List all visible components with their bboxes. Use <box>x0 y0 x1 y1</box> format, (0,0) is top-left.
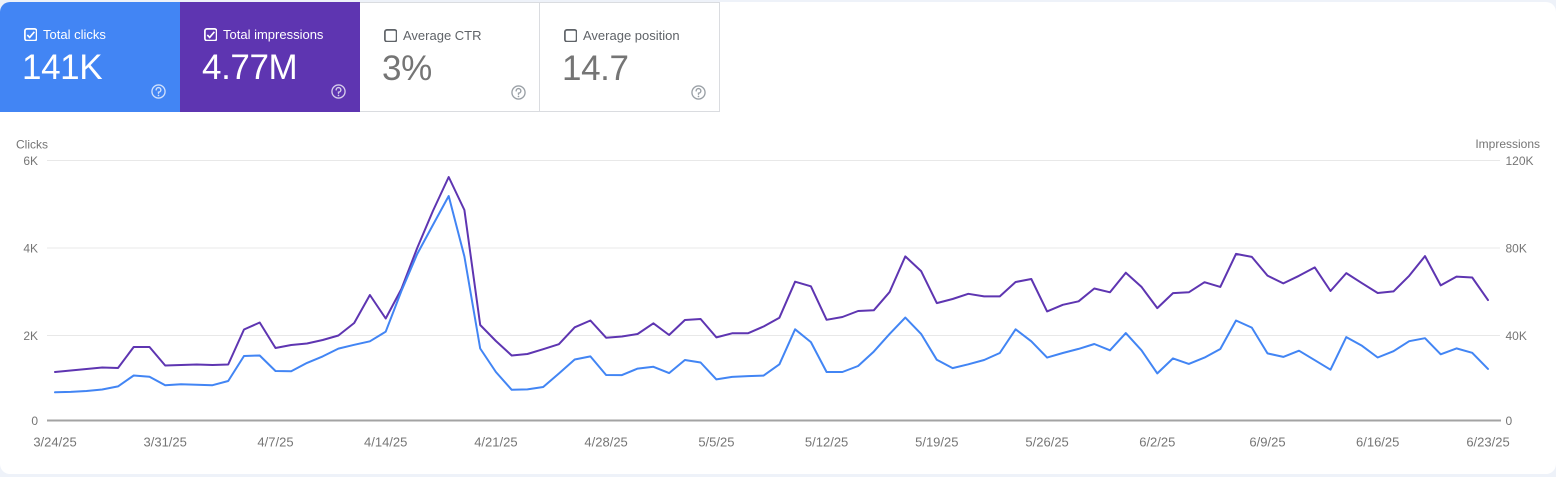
svg-text:Clicks: Clicks <box>16 138 48 152</box>
svg-text:Impressions: Impressions <box>1475 137 1540 151</box>
svg-text:4K: 4K <box>23 242 38 256</box>
svg-text:6/23/25: 6/23/25 <box>1466 435 1509 450</box>
svg-text:40K: 40K <box>1506 329 1527 343</box>
svg-text:4/7/25: 4/7/25 <box>257 435 293 450</box>
svg-text:6K: 6K <box>23 154 38 168</box>
svg-text:5/19/25: 5/19/25 <box>915 435 958 450</box>
svg-text:5/5/25: 5/5/25 <box>698 435 734 450</box>
svg-text:6/16/25: 6/16/25 <box>1356 435 1399 450</box>
svg-text:0: 0 <box>1506 414 1513 428</box>
svg-text:3/31/25: 3/31/25 <box>144 435 187 450</box>
svg-text:120K: 120K <box>1506 154 1534 168</box>
svg-text:4/21/25: 4/21/25 <box>474 435 517 450</box>
svg-text:4/28/25: 4/28/25 <box>584 435 627 450</box>
svg-text:4/14/25: 4/14/25 <box>364 435 407 450</box>
svg-text:5/12/25: 5/12/25 <box>805 435 848 450</box>
svg-text:3/24/25: 3/24/25 <box>33 435 76 450</box>
svg-text:5/26/25: 5/26/25 <box>1025 435 1068 450</box>
svg-text:0: 0 <box>31 414 38 428</box>
svg-text:2K: 2K <box>23 329 38 343</box>
svg-text:80K: 80K <box>1506 242 1527 256</box>
svg-text:6/2/25: 6/2/25 <box>1139 435 1175 450</box>
svg-text:6/9/25: 6/9/25 <box>1249 435 1285 450</box>
